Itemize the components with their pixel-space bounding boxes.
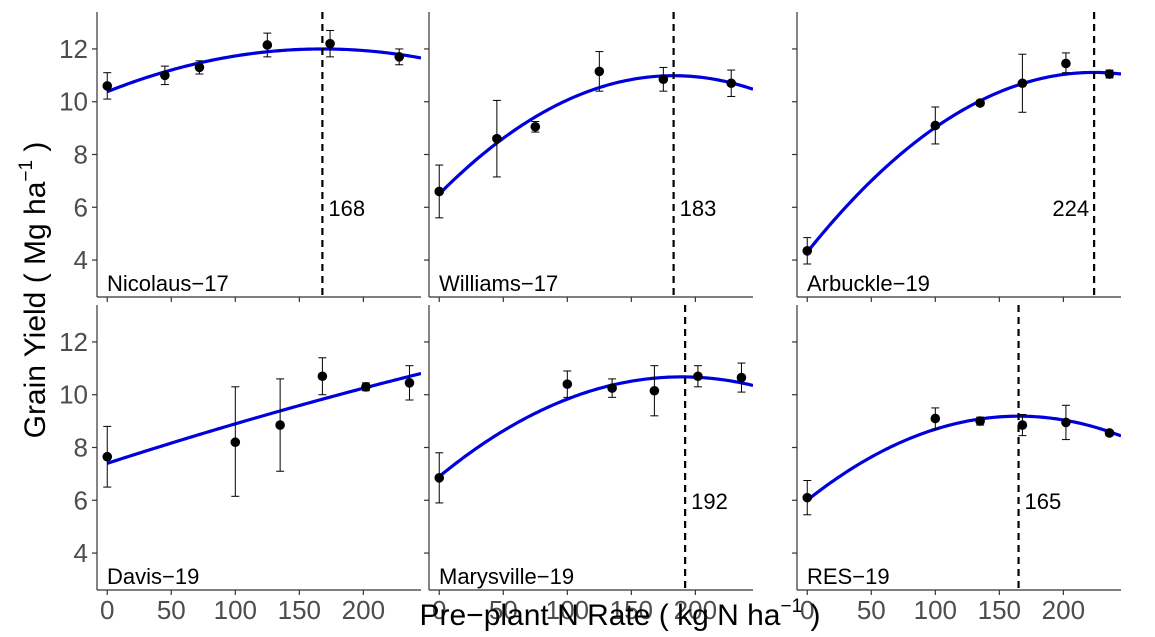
optimum-label: 165 — [1025, 489, 1062, 514]
data-point — [434, 473, 445, 483]
data-point — [530, 121, 541, 132]
y-tick-label: 4 — [74, 538, 88, 568]
x-tick-label: 0 — [432, 595, 446, 625]
y-axis-title: Grain Yield ( Mg ha−1 ) — [16, 142, 52, 439]
data-point — [1017, 420, 1028, 430]
y-tick-label: 6 — [74, 192, 88, 222]
x-axis-title: Pre−plant N Rate ( kg N ha−1 ) — [419, 596, 820, 632]
fit-curve — [806, 414, 1121, 502]
data-point — [736, 372, 747, 383]
panel-6: 0 50 100 150 200 165 RES−19 — [792, 305, 1121, 625]
y-tick-label: 12 — [59, 327, 88, 357]
data-point — [262, 40, 273, 50]
data-point — [275, 420, 285, 430]
data-point — [1104, 428, 1115, 438]
data-point — [1104, 69, 1115, 79]
data-point — [726, 78, 737, 89]
optimum-label: 224 — [1052, 196, 1089, 221]
y-tick-label: 4 — [74, 245, 88, 275]
data-point — [492, 133, 502, 144]
data-point — [802, 492, 813, 503]
panel-3: 224 Arbuckle−19 — [792, 12, 1121, 302]
x-tick-label: 150 — [978, 595, 1021, 625]
y-tick-label: 8 — [74, 433, 88, 463]
y-tick-label: 6 — [74, 485, 88, 515]
panel-5: 0 50 100 150 200 192 Marysville−19 — [424, 305, 753, 625]
data-point — [434, 186, 445, 197]
panel-label: Marysville−19 — [439, 564, 574, 589]
x-axis-title-main: Pre−plant N Rate ( kg N ha — [419, 599, 780, 632]
panels-layer: 4 6 8 10 12 168 Nicolaus−17 183 Williams−17 224 Ar… — [59, 12, 1121, 625]
x-tick-label: 100 — [914, 595, 957, 625]
data-point — [930, 120, 941, 131]
x-tick-label: 0 — [800, 595, 814, 625]
fit-curve — [438, 375, 753, 478]
data-point — [317, 371, 328, 382]
data-point — [562, 379, 573, 389]
x-tick-label: 100 — [546, 595, 589, 625]
y-axis-title-tail: ) — [19, 142, 52, 160]
panel-label: Williams−17 — [439, 271, 558, 296]
optimum-label: 168 — [328, 196, 365, 221]
optimum-label: 183 — [680, 196, 717, 221]
panel-1: 4 6 8 10 12 168 Nicolaus−17 — [59, 12, 421, 302]
data-point — [649, 385, 660, 396]
data-point — [607, 383, 617, 393]
data-point — [325, 38, 335, 49]
y-tick-label: 12 — [59, 34, 88, 64]
y-axis-title-main: Grain Yield ( Mg ha — [19, 181, 52, 438]
x-tick-label: 50 — [857, 595, 886, 625]
optimum-label: 192 — [691, 489, 728, 514]
x-tick-label: 150 — [610, 595, 653, 625]
data-point — [1061, 58, 1071, 69]
panel-2: 183 Williams−17 — [424, 12, 753, 302]
x-tick-label: 200 — [1042, 595, 1085, 625]
panel-label: Davis−19 — [107, 564, 199, 589]
data-point — [975, 416, 985, 426]
x-tick-label: 50 — [489, 595, 518, 625]
data-point — [394, 52, 405, 62]
x-axis-title-sup: −1 — [781, 596, 803, 617]
x-tick-label: 200 — [342, 595, 385, 625]
data-point — [160, 70, 170, 81]
data-point — [1061, 417, 1071, 428]
panel-4: 4 6 8 10 12 0 50 100 150 200 Davis−19 — [59, 305, 421, 625]
x-tick-label: 50 — [157, 595, 186, 625]
fit-curve — [106, 371, 421, 465]
x-tick-label: 150 — [278, 595, 321, 625]
x-axis-title-tail: ) — [802, 599, 820, 632]
y-tick-label: 10 — [59, 380, 88, 410]
data-point — [975, 98, 985, 108]
panel-label: Arbuckle−19 — [807, 271, 930, 296]
x-tick-label: 100 — [214, 595, 257, 625]
y-tick-label: 10 — [59, 87, 88, 117]
data-point — [594, 66, 605, 77]
fit-curve — [806, 70, 1121, 254]
data-point — [658, 74, 669, 85]
y-tick-label: 8 — [74, 140, 88, 170]
data-point — [230, 437, 241, 448]
data-point — [404, 378, 415, 388]
x-tick-label: 0 — [100, 595, 114, 625]
data-point — [693, 371, 703, 382]
fit-curve — [438, 74, 753, 196]
data-point — [802, 246, 813, 256]
data-point — [1017, 78, 1028, 89]
y-axis-title-sup: −1 — [16, 160, 37, 182]
data-point — [102, 81, 113, 91]
data-point — [194, 62, 205, 73]
panel-label: Nicolaus−17 — [107, 271, 229, 296]
fit-curve — [106, 47, 421, 94]
data-point — [361, 382, 371, 392]
data-point — [102, 451, 113, 462]
data-point — [930, 413, 941, 424]
panel-label: RES−19 — [807, 564, 890, 589]
x-tick-label: 200 — [674, 595, 717, 625]
